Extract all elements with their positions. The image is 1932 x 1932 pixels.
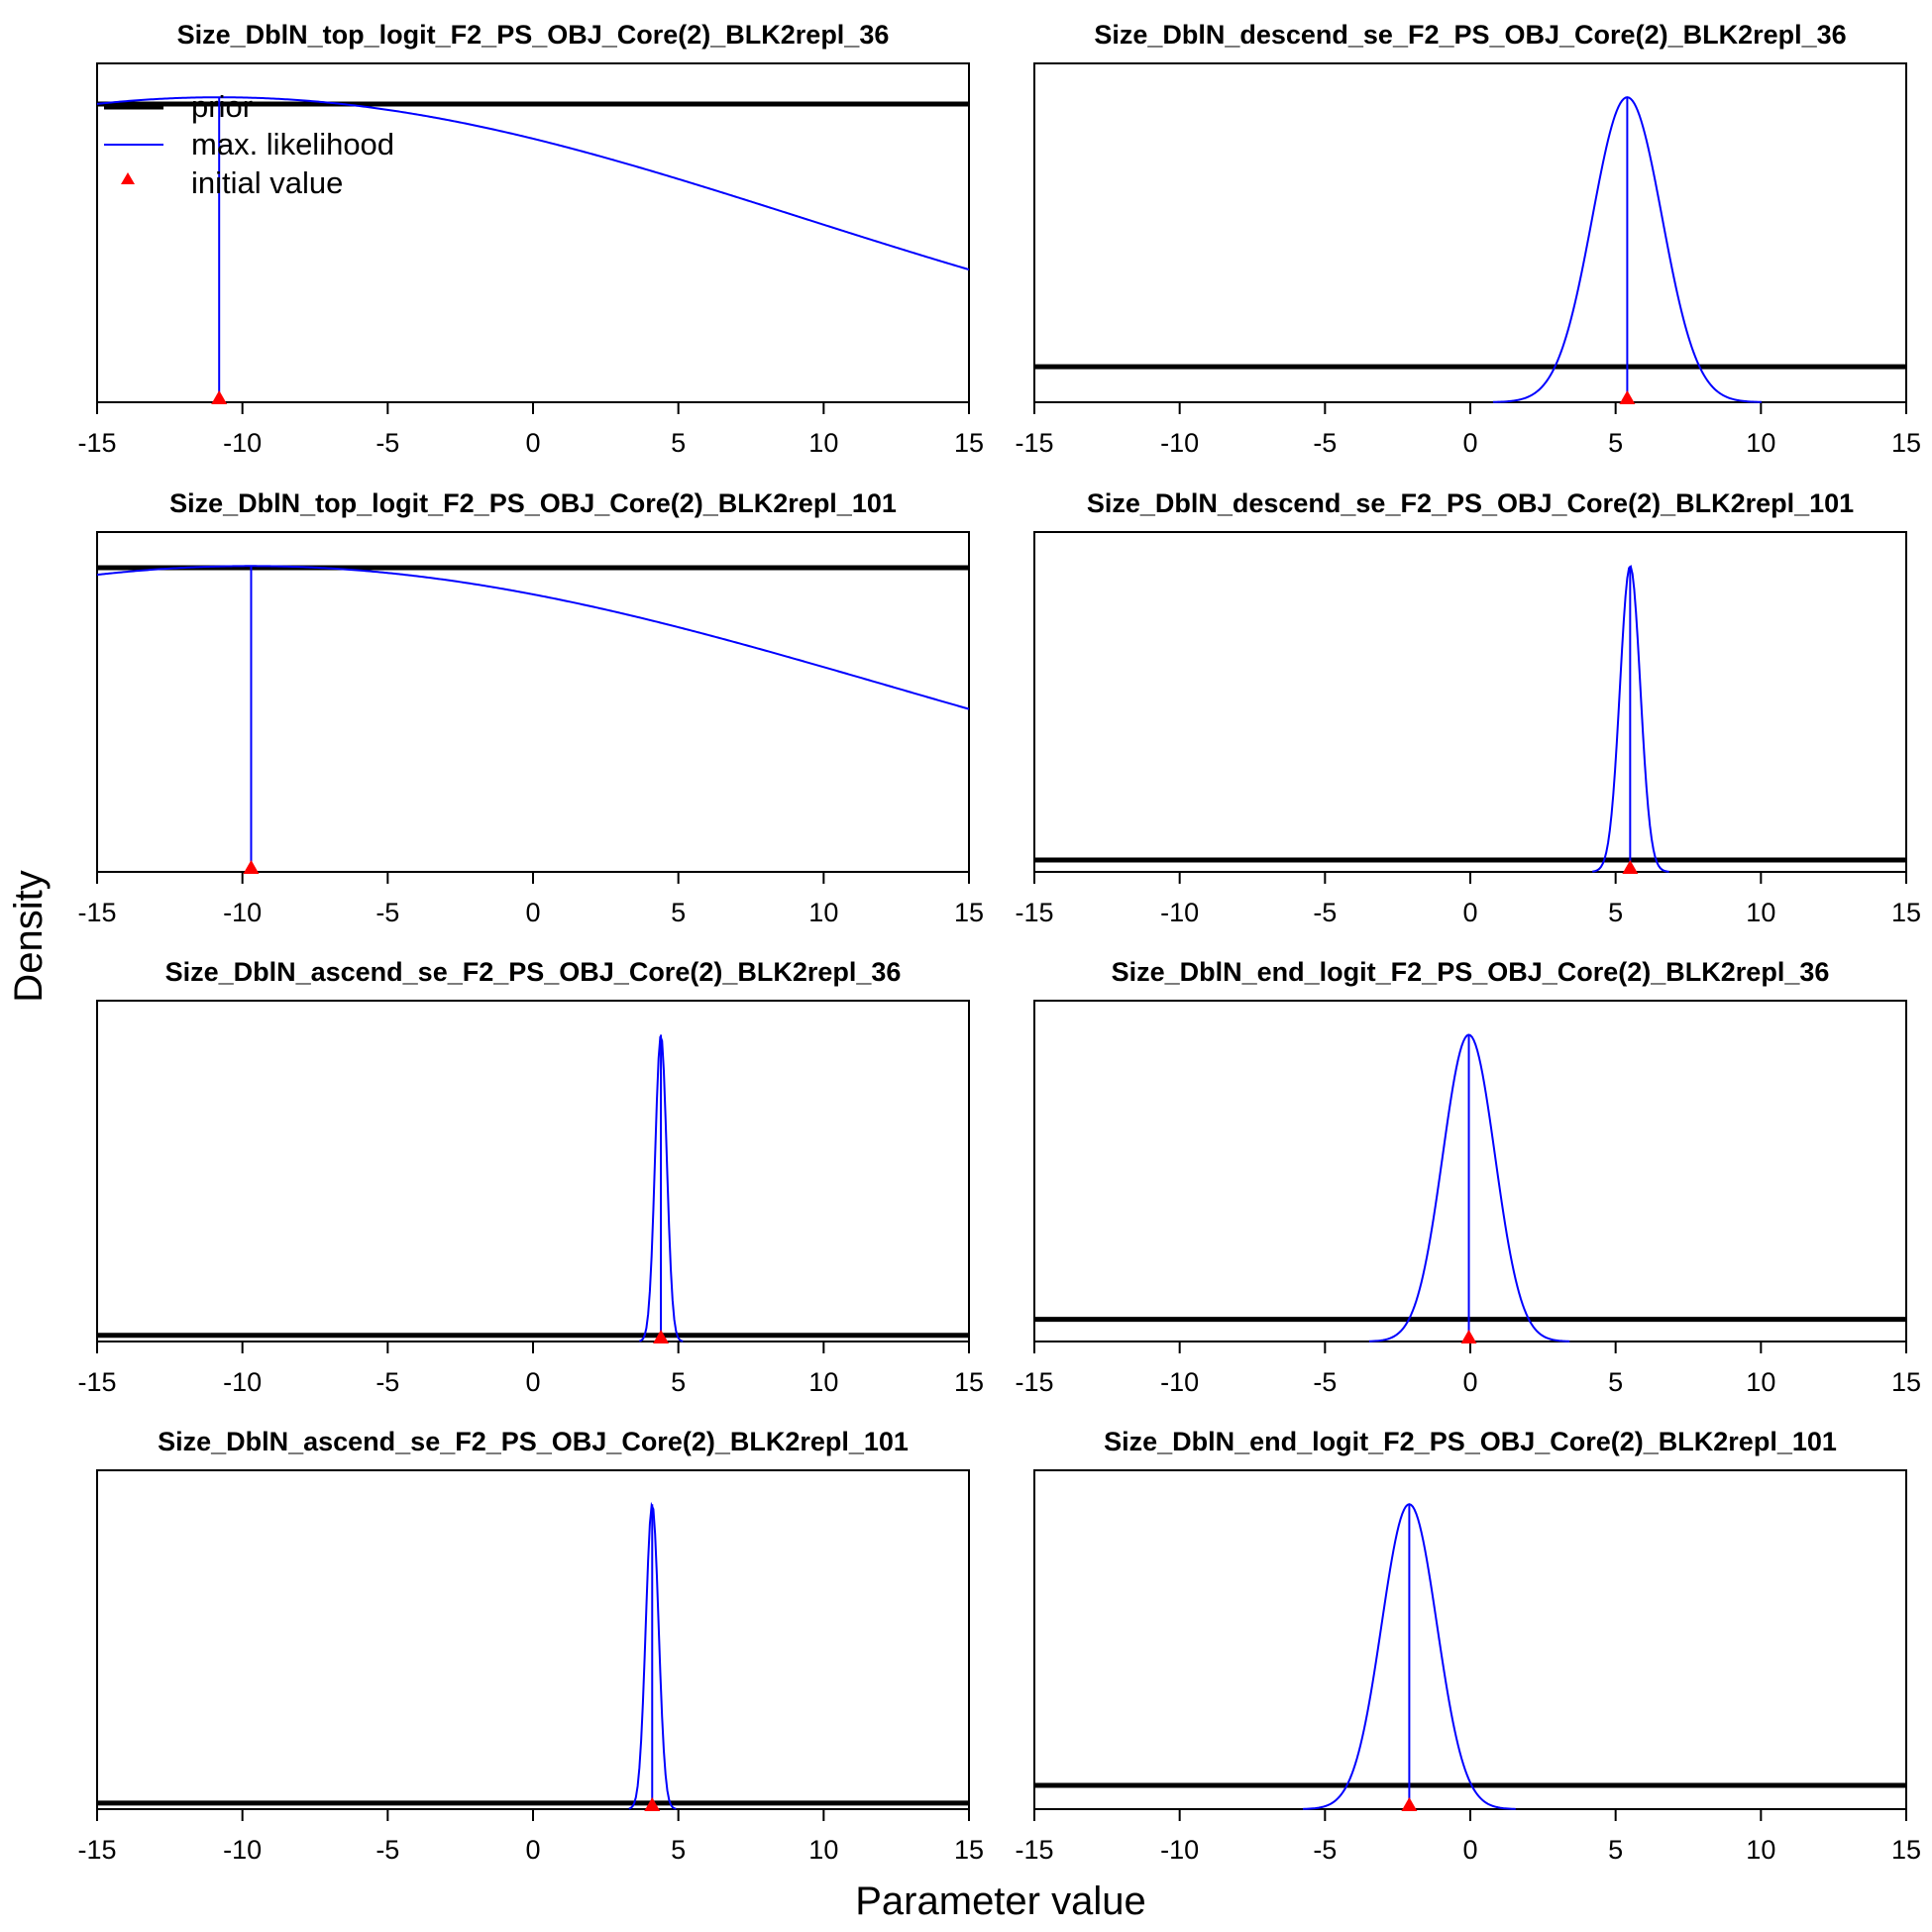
panels-group: Size_DblN_top_logit_F2_PS_OBJ_Core(2)_BL… [77, 20, 1921, 1865]
x-tick-label: -5 [376, 428, 399, 458]
plot-frame [1033, 531, 1907, 873]
initial-value-marker [1619, 390, 1636, 404]
x-tick-label: 5 [1608, 898, 1623, 927]
x-tick-label: -10 [1160, 1835, 1199, 1865]
legend-mle-label: max. likelihood [191, 127, 394, 161]
x-tick-label: 10 [1746, 1835, 1775, 1865]
legend-initial-label: initial value [191, 165, 343, 200]
x-tick-label: 10 [808, 428, 838, 458]
panel-title: Size_DblN_end_logit_F2_PS_OBJ_Core(2)_BL… [1112, 957, 1830, 987]
x-tick-label: 5 [671, 428, 686, 458]
x-tick-label: -15 [1015, 1367, 1053, 1397]
panel-1: Size_DblN_top_logit_F2_PS_OBJ_Core(2)_BL… [77, 20, 984, 458]
x-tick-label: -10 [223, 898, 262, 927]
x-tick-label: -10 [1160, 428, 1199, 458]
panel-7: Size_DblN_ascend_se_F2_PS_OBJ_Core(2)_BL… [77, 1427, 984, 1865]
x-tick-label: 10 [1746, 898, 1775, 927]
panel-title: Size_DblN_top_logit_F2_PS_OBJ_Core(2)_BL… [177, 20, 890, 50]
mle-curve [96, 565, 970, 710]
x-tick-label: -15 [1015, 898, 1053, 927]
x-tick-label: 5 [671, 1367, 686, 1397]
plot-frame [96, 531, 970, 873]
panel-title: Size_DblN_descend_se_F2_PS_OBJ_Core(2)_B… [1094, 20, 1846, 50]
x-tick-label: 10 [1746, 428, 1775, 458]
x-tick-label: -15 [77, 1835, 116, 1865]
panel-title: Size_DblN_top_logit_F2_PS_OBJ_Core(2)_BL… [169, 488, 897, 518]
panel-8: Size_DblN_end_logit_F2_PS_OBJ_Core(2)_BL… [1015, 1427, 1921, 1865]
mle-curve [96, 96, 970, 271]
x-tick-label: -10 [1160, 1367, 1199, 1397]
x-tick-label: 5 [1608, 428, 1623, 458]
plot-frame [1033, 62, 1907, 403]
panel-title: Size_DblN_ascend_se_F2_PS_OBJ_Core(2)_BL… [165, 957, 902, 987]
x-tick-label: -15 [1015, 428, 1053, 458]
x-tick-label: 15 [1891, 1835, 1921, 1865]
x-tick-label: -5 [376, 1835, 399, 1865]
initial-value-marker [211, 390, 228, 404]
panel-title: Size_DblN_ascend_se_F2_PS_OBJ_Core(2)_BL… [158, 1427, 909, 1456]
x-tick-label: 0 [525, 898, 540, 927]
x-tick-label: 15 [1891, 1367, 1921, 1397]
panel-5: Size_DblN_ascend_se_F2_PS_OBJ_Core(2)_BL… [77, 957, 984, 1397]
x-tick-label: 5 [671, 898, 686, 927]
x-tick-label: -15 [77, 898, 116, 927]
x-tick-label: -10 [223, 1367, 262, 1397]
initial-value-marker [1401, 1797, 1418, 1811]
initial-value-marker [644, 1797, 661, 1811]
x-tick-label: 0 [1462, 428, 1477, 458]
x-tick-label: -5 [1313, 898, 1337, 927]
x-tick-label: 5 [1608, 1835, 1623, 1865]
panel-title: Size_DblN_end_logit_F2_PS_OBJ_Core(2)_BL… [1104, 1427, 1837, 1456]
plot-frame [96, 1469, 970, 1810]
initial-value-marker [243, 860, 260, 874]
initial-value-marker [653, 1330, 670, 1343]
panel-6: Size_DblN_end_logit_F2_PS_OBJ_Core(2)_BL… [1015, 957, 1921, 1397]
x-tick-label: 10 [808, 898, 838, 927]
x-tick-label: 15 [1891, 898, 1921, 927]
x-tick-label: 15 [1891, 428, 1921, 458]
x-tick-label: 0 [1462, 1835, 1477, 1865]
panel-3: Size_DblN_top_logit_F2_PS_OBJ_Core(2)_BL… [77, 488, 984, 927]
initial-value-marker [1622, 860, 1639, 874]
x-tick-label: 0 [1462, 1367, 1477, 1397]
x-tick-label: -5 [1313, 1367, 1337, 1397]
x-tick-label: 10 [1746, 1367, 1775, 1397]
panel-2: Size_DblN_descend_se_F2_PS_OBJ_Core(2)_B… [1015, 20, 1921, 458]
x-tick-label: -5 [1313, 428, 1337, 458]
panel-title: Size_DblN_descend_se_F2_PS_OBJ_Core(2)_B… [1087, 488, 1854, 518]
x-tick-label: 15 [954, 1367, 984, 1397]
x-tick-label: -10 [223, 428, 262, 458]
x-tick-label: -10 [1160, 898, 1199, 927]
x-tick-label: -15 [77, 428, 116, 458]
x-tick-label: 5 [671, 1835, 686, 1865]
legend: prior max. likelihood initial value [104, 89, 394, 200]
x-tick-label: 15 [954, 1835, 984, 1865]
x-tick-label: 10 [808, 1367, 838, 1397]
panel-4: Size_DblN_descend_se_F2_PS_OBJ_Core(2)_B… [1015, 488, 1921, 927]
x-tick-label: 0 [1462, 898, 1477, 927]
x-tick-label: -5 [376, 1367, 399, 1397]
x-tick-label: 15 [954, 428, 984, 458]
x-tick-label: 0 [525, 1367, 540, 1397]
x-tick-label: 0 [525, 428, 540, 458]
x-tick-label: -5 [376, 898, 399, 927]
initial-value-marker [1460, 1330, 1477, 1343]
plot-frame [1033, 1469, 1907, 1810]
x-tick-label: 5 [1608, 1367, 1623, 1397]
x-tick-label: 0 [525, 1835, 540, 1865]
x-tick-label: 15 [954, 898, 984, 927]
legend-initial-marker [121, 172, 135, 184]
x-axis-title: Parameter value [855, 1879, 1145, 1923]
x-tick-label: 10 [808, 1835, 838, 1865]
y-axis-title: Density [7, 870, 51, 1002]
x-tick-label: -5 [1313, 1835, 1337, 1865]
plot-frame [96, 1000, 970, 1342]
x-tick-label: -15 [77, 1367, 116, 1397]
x-tick-label: -15 [1015, 1835, 1053, 1865]
plot-frame [1033, 1000, 1907, 1342]
legend-prior-label: prior [191, 89, 253, 124]
x-tick-label: -10 [223, 1835, 262, 1865]
